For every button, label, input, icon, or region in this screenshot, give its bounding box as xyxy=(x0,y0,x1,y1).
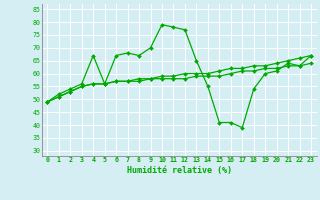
X-axis label: Humidité relative (%): Humidité relative (%) xyxy=(127,166,232,175)
